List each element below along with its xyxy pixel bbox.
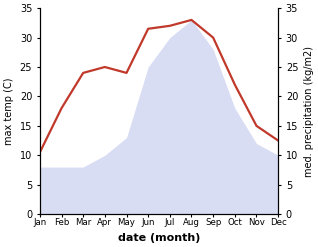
Y-axis label: med. precipitation (kg/m2): med. precipitation (kg/m2) — [304, 46, 314, 177]
Y-axis label: max temp (C): max temp (C) — [4, 77, 14, 145]
X-axis label: date (month): date (month) — [118, 233, 200, 243]
